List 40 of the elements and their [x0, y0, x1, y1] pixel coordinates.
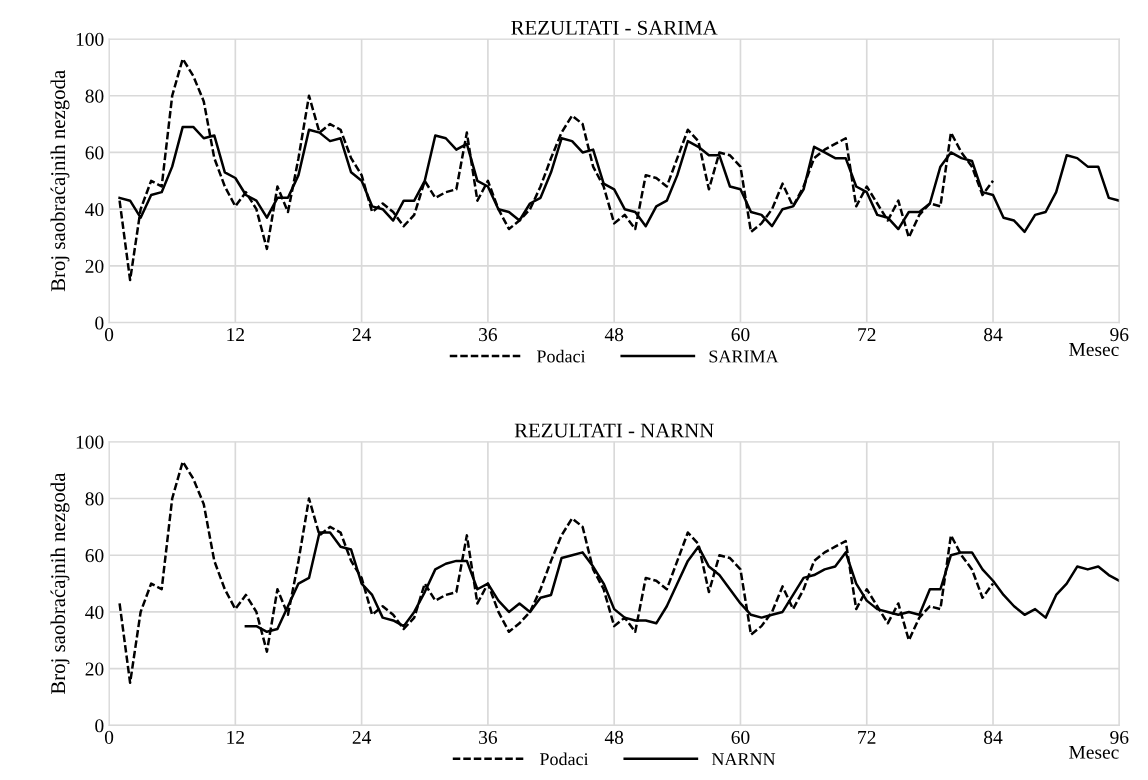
- legend-label: NARNN: [711, 753, 776, 766]
- x-axis-title: Mesec: [1069, 745, 1119, 759]
- x-tick-label: 48: [604, 730, 624, 744]
- y-tick-label: 0: [95, 719, 104, 733]
- x-tick-label: 72: [858, 328, 876, 341]
- chart-title: REZULTATI - NARNN: [514, 423, 714, 438]
- y-axis-title: Broj saobraćajnih nezgoda: [50, 70, 70, 292]
- y-tick-label: 20: [85, 662, 104, 676]
- x-tick-label: 36: [479, 730, 498, 744]
- y-tick-label: 40: [85, 203, 104, 217]
- x-tick-label: 0: [104, 328, 114, 342]
- x-tick-label: 96: [1110, 328, 1129, 342]
- y-tick-label: 80: [85, 492, 104, 506]
- y-tick-label: 60: [85, 549, 104, 563]
- y-tick-label: 100: [76, 435, 104, 449]
- x-tick-label: 12: [227, 328, 244, 341]
- x-tick-label: 48: [604, 328, 624, 342]
- x-tick-label: 24: [352, 730, 372, 744]
- y-tick-label: 20: [85, 259, 104, 273]
- y-tick-label: 60: [85, 146, 104, 160]
- x-tick-label: 36: [479, 328, 498, 342]
- chart-title: REZULTATI - SARIMA: [511, 20, 718, 35]
- y-tick-label: 100: [76, 32, 104, 46]
- x-tick-label: 12: [227, 730, 244, 744]
- x-tick-label: 60: [731, 730, 750, 744]
- y-tick-label: 80: [85, 89, 104, 103]
- x-tick-label: 0: [104, 730, 114, 744]
- legend-label: SARIMA: [709, 350, 779, 363]
- x-tick-label: 84: [984, 730, 1003, 744]
- legend-label: Podaci: [539, 752, 589, 766]
- x-tick-label: 84: [984, 328, 1003, 342]
- x-tick-label: 96: [1110, 730, 1129, 744]
- x-axis-title: Mesec: [1069, 343, 1119, 357]
- y-tick-label: 40: [85, 605, 104, 619]
- x-tick-label: 60: [731, 328, 750, 342]
- y-tick-label: 0: [95, 316, 104, 330]
- legend-label: Podaci: [536, 349, 586, 363]
- y-axis-title: Broj saobraćajnih nezgoda: [50, 472, 70, 695]
- x-tick-label: 72: [858, 730, 876, 744]
- x-tick-label: 24: [352, 328, 372, 341]
